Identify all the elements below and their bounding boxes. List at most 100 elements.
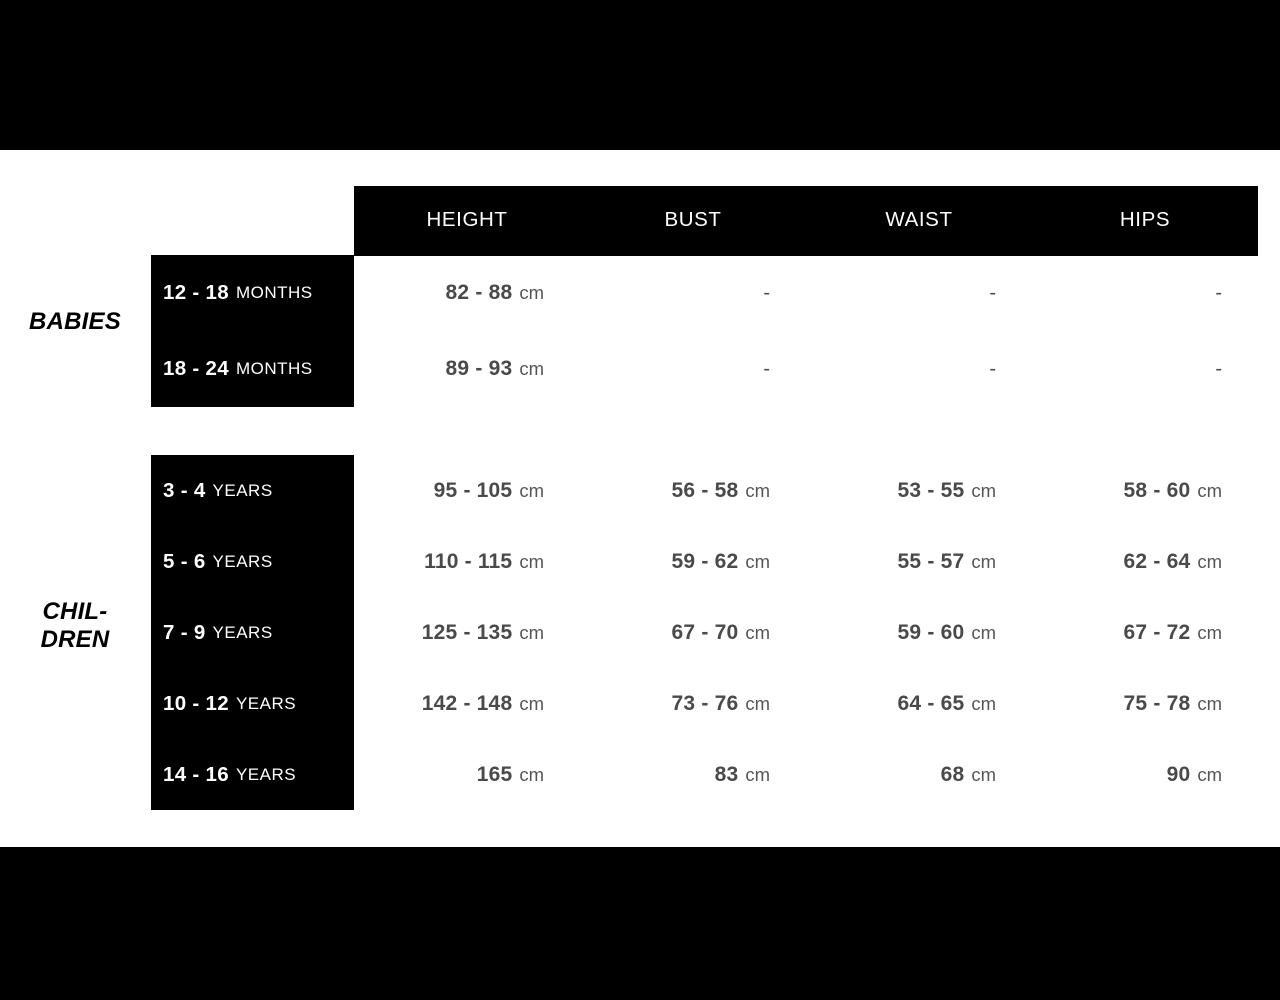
table-header-background (354, 186, 1258, 256)
cell-hips-unit: cm (1197, 621, 1222, 643)
cell-bust-value: 67 - 70 (671, 620, 739, 644)
cell-bust-value: - (763, 281, 770, 304)
age-range-label: 7 - 9 (163, 620, 206, 644)
cell-bust-unit: cm (745, 621, 770, 643)
cell-hips-unit: cm (1197, 479, 1222, 501)
cell-waist: - (806, 255, 1032, 331)
table-row: 7 - 9 YEARS 125 - 135 cm 67 - 70 cm 59 -… (0, 597, 1280, 668)
cell-hips-value: 62 - 64 (1123, 549, 1191, 573)
cell-hips-value: 90 (1166, 762, 1191, 786)
cell-waist: - (806, 331, 1032, 407)
cell-height: 110 - 115 cm (354, 526, 580, 597)
age-cell: 7 - 9 YEARS (151, 597, 354, 668)
measurement-cells: 165 cm 83 cm 68 cm 90 cm (354, 739, 1258, 810)
cell-waist: 64 - 65 cm (806, 668, 1032, 739)
cell-hips: - (1032, 255, 1258, 331)
cell-waist-unit: cm (971, 692, 996, 714)
measurement-cells: 95 - 105 cm 56 - 58 cm 53 - 55 cm 58 - 6… (354, 455, 1258, 526)
cell-height: 165 cm (354, 739, 580, 810)
cell-hips: - (1032, 331, 1258, 407)
cell-waist: 55 - 57 cm (806, 526, 1032, 597)
cell-height-unit: cm (519, 763, 544, 785)
group-label-children-line-2: DREN (40, 625, 110, 653)
cell-height-value: 95 - 105 (433, 478, 513, 502)
group-rows-children: 3 - 4 YEARS 95 - 105 cm 56 - 58 cm 53 - … (0, 455, 1280, 810)
cell-hips: 90 cm (1032, 739, 1258, 810)
table-row: 18 - 24 MONTHS 89 - 93 cm - - - (0, 331, 1280, 407)
measurement-cells: 82 - 88 cm - - - (354, 255, 1258, 331)
column-header-hips: HIPS (1119, 208, 1171, 231)
cell-bust: 73 - 76 cm (580, 668, 806, 739)
cell-bust-value: 73 - 76 (671, 691, 739, 715)
group-label-babies: BABIES (0, 308, 150, 336)
cell-height-unit: cm (519, 621, 544, 643)
cell-bust: - (580, 331, 806, 407)
age-cell: 5 - 6 YEARS (151, 526, 354, 597)
cell-bust-unit: cm (745, 763, 770, 785)
age-unit-label: MONTHS (235, 359, 313, 378)
cell-bust-value: 59 - 62 (671, 549, 739, 573)
measurement-cells: 110 - 115 cm 59 - 62 cm 55 - 57 cm 62 - … (354, 526, 1258, 597)
cell-waist-unit: cm (971, 550, 996, 572)
cell-hips-value: - (1215, 357, 1222, 380)
column-header-bust: BUST (664, 208, 722, 231)
cell-height-value: 165 (476, 762, 513, 786)
cell-height-unit: cm (519, 358, 544, 379)
age-unit-label: MONTHS (235, 283, 313, 302)
cell-height-unit: cm (519, 282, 544, 303)
age-block-children (151, 455, 354, 810)
column-header-waist: WAIST (885, 208, 953, 231)
cell-waist-value: 64 - 65 (897, 691, 965, 715)
cell-height: 89 - 93 cm (354, 331, 580, 407)
cell-hips-unit: cm (1197, 763, 1222, 785)
group-label-children: CHIL- DREN (0, 598, 150, 653)
cell-height-value: 110 - 115 (424, 549, 513, 573)
cell-hips: 58 - 60 cm (1032, 455, 1258, 526)
letterbox-top-bar (0, 0, 1280, 150)
table-header-row: HEIGHT BUST WAIST HIPS (354, 186, 1258, 256)
cell-height-unit: cm (519, 692, 544, 714)
cell-waist-value: 59 - 60 (897, 620, 965, 644)
age-cell: 10 - 12 YEARS (151, 668, 354, 739)
table-row: 5 - 6 YEARS 110 - 115 cm 59 - 62 cm 55 -… (0, 526, 1280, 597)
table-row: 14 - 16 YEARS 165 cm 83 cm 68 cm (0, 739, 1280, 810)
age-cell: 14 - 16 YEARS (151, 739, 354, 810)
cell-hips-unit: cm (1197, 692, 1222, 714)
cell-bust: 67 - 70 cm (580, 597, 806, 668)
cell-waist-value: - (989, 281, 996, 304)
cell-height-value: 89 - 93 (445, 357, 513, 380)
cell-height-value: 125 - 135 (421, 620, 513, 644)
cell-waist: 68 cm (806, 739, 1032, 810)
cell-hips: 75 - 78 cm (1032, 668, 1258, 739)
cell-bust: 56 - 58 cm (580, 455, 806, 526)
cell-height: 142 - 148 cm (354, 668, 580, 739)
cell-waist-unit: cm (971, 621, 996, 643)
cell-hips-value: 58 - 60 (1123, 478, 1191, 502)
cell-waist: 59 - 60 cm (806, 597, 1032, 668)
cell-hips-unit: cm (1197, 550, 1222, 572)
measurement-cells: 89 - 93 cm - - - (354, 331, 1258, 407)
cell-hips: 62 - 64 cm (1032, 526, 1258, 597)
table-row: 12 - 18 MONTHS 82 - 88 cm - - - (0, 255, 1280, 331)
cell-bust: - (580, 255, 806, 331)
cell-waist-unit: cm (971, 479, 996, 501)
cell-bust-unit: cm (745, 550, 770, 572)
cell-height-value: 82 - 88 (445, 281, 513, 304)
group-label-babies-line-1: BABIES (29, 308, 121, 335)
age-range-label: 3 - 4 (163, 478, 206, 502)
size-chart-panel: HEIGHT BUST WAIST HIPS BABIES 12 - 18 MO… (0, 150, 1280, 847)
age-unit-label: YEARS (212, 480, 273, 500)
age-cell: 3 - 4 YEARS (151, 455, 354, 526)
age-cell: 12 - 18 MONTHS (151, 255, 354, 331)
group-label-children-line-1: CHIL- (42, 598, 108, 625)
age-range-label: 18 - 24 (163, 357, 229, 380)
measurement-cells: 142 - 148 cm 73 - 76 cm 64 - 65 cm 75 - … (354, 668, 1258, 739)
cell-waist-unit: cm (971, 763, 996, 785)
cell-height: 125 - 135 cm (354, 597, 580, 668)
cell-waist-value: 53 - 55 (897, 478, 965, 502)
age-unit-label: YEARS (235, 764, 297, 784)
cell-waist-value: 55 - 57 (897, 549, 965, 573)
age-range-label: 12 - 18 (163, 281, 229, 304)
cell-height-value: 142 - 148 (421, 691, 513, 715)
